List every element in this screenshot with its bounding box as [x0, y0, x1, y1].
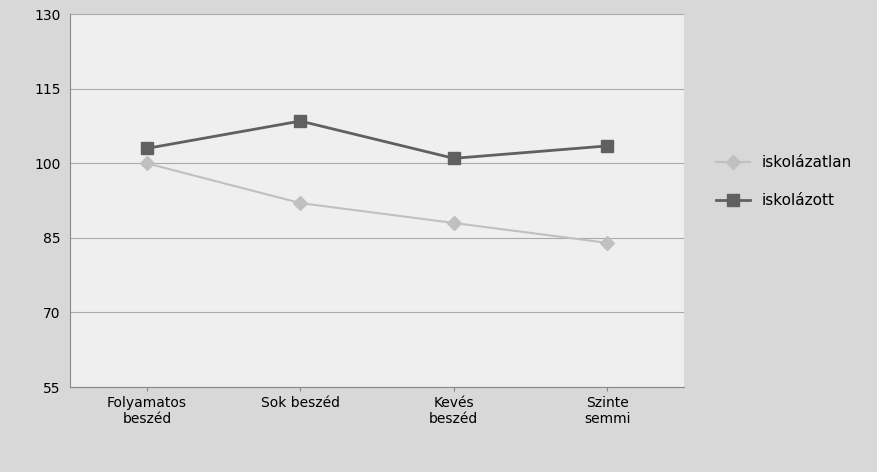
iskolázatlan [602, 240, 613, 246]
Legend: iskolázatlan, iskolázott: iskolázatlan, iskolázott [704, 143, 865, 220]
Line: iskolázatlan: iskolázatlan [142, 159, 612, 248]
Line: iskolázott: iskolázott [140, 115, 614, 165]
iskolázatlan [142, 160, 153, 166]
iskolázott [449, 155, 460, 161]
iskolázatlan [296, 200, 306, 206]
iskolázott [142, 145, 153, 151]
iskolázott [602, 143, 613, 149]
iskolázott [296, 118, 306, 124]
iskolázatlan [449, 220, 460, 226]
